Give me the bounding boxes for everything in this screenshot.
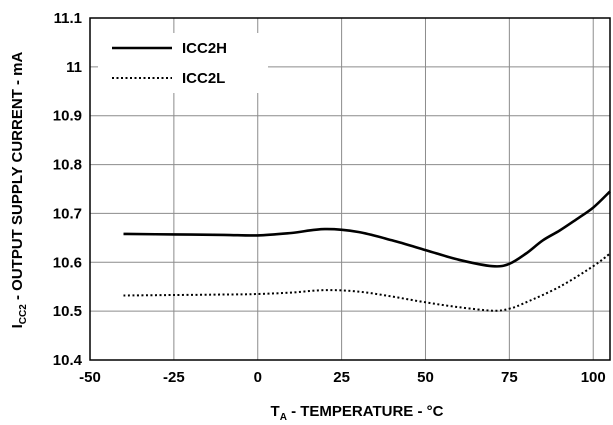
x-tick-label: -25 [163,369,185,386]
x-tick-label: 0 [254,369,262,386]
y-axis-title-rest: - OUTPUT SUPPLY CURRENT - mA [9,51,26,304]
x-tick-label: 75 [501,369,518,386]
y-tick-label: 10.8 [53,157,82,174]
x-axis-title-rest: - TEMPERATURE - °C [287,403,444,420]
legend: ICC2H ICC2L [98,33,268,93]
series-line-icc2h [123,190,611,268]
y-tick-label: 10.9 [53,108,82,125]
y-axis-title-main: I [9,324,26,328]
y-tick-label: 10.5 [53,303,82,320]
x-tick-labels: -50 -25 0 25 50 75 100 [79,369,606,386]
grid [89,17,610,361]
y-tick-label: 11.1 [54,10,82,27]
y-tick-label: 10.6 [53,254,82,271]
plot-frame [89,17,611,361]
x-axis-title-main: T [271,403,280,420]
y-axis-title: ICC2 - OUTPUT SUPPLY CURRENT - mA [9,51,29,328]
legend-label-icc2h: ICC2H [182,40,227,57]
x-tick-label: 50 [417,369,434,386]
x-axis-title: TA - TEMPERATURE - °C [271,403,444,423]
legend-box [98,33,268,93]
x-tick-label: 100 [581,369,606,386]
y-tick-label: 10.7 [53,205,82,222]
series-line-icc2l [123,252,611,312]
legend-label-icc2l: ICC2L [182,70,225,87]
x-axis-title-subscript: A [280,412,287,423]
y-axis-title-subscript: CC2 [18,304,29,324]
y-tick-label: 10.4 [53,352,83,369]
y-tick-label: 11 [66,59,82,76]
x-tick-label: 25 [333,369,350,386]
y-tick-labels: 10.4 10.5 10.6 10.7 10.8 10.9 11 11.1 [53,10,83,369]
series-lines [123,190,611,312]
x-tick-label: -50 [79,369,101,386]
